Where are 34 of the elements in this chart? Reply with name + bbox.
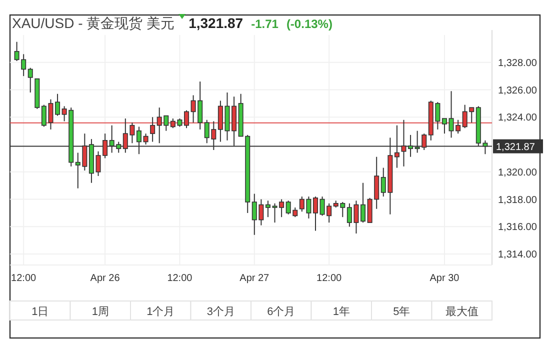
text: (-0.13%) [286, 17, 332, 31]
text: 1周 [92, 306, 109, 318]
y-tick-label: 1,328.00 [498, 58, 538, 69]
text: 1年 [332, 306, 350, 318]
x-tick-label: 12:00 [11, 273, 37, 284]
x-tick-label: 12:00 [316, 273, 342, 284]
text: 5年 [393, 306, 410, 318]
y-tick-label: 1,318.00 [498, 194, 538, 206]
text: 1,321.87 [188, 15, 244, 31]
y-tick-label: 1,320.00 [498, 167, 538, 178]
candlestick [312, 196, 318, 232]
text: 最大值 [445, 305, 478, 318]
candlestick [442, 118, 447, 134]
text: 3个月 [206, 306, 235, 318]
text: 1个月 [146, 306, 175, 318]
text: -1.71 [251, 17, 279, 31]
text: 1日 [32, 306, 49, 318]
y-tick-label: 1,324.00 [498, 112, 538, 124]
text: 6个月 [267, 306, 296, 318]
y-tick-label: 1,326.00 [498, 85, 538, 96]
x-tick-label: Apr 26 [90, 273, 120, 284]
candlestick [265, 200, 270, 218]
y-tick-label: 1,316.00 [498, 222, 538, 234]
candlestick [150, 116, 156, 142]
x-tick-label: 12:00 [167, 273, 193, 284]
candlestick [28, 67, 33, 93]
candlestick [184, 110, 190, 129]
candlestick [360, 182, 366, 224]
chart-title: XAU/USD - 黄金现货 美元 [12, 15, 175, 31]
candlestick [55, 93, 60, 116]
y-tick-label: 1,314.00 [498, 250, 538, 261]
ref-line-label: 1,321.87 [496, 142, 536, 153]
x-tick-label: Apr 27 [240, 273, 270, 284]
x-tick-label: Apr 30 [430, 273, 460, 284]
